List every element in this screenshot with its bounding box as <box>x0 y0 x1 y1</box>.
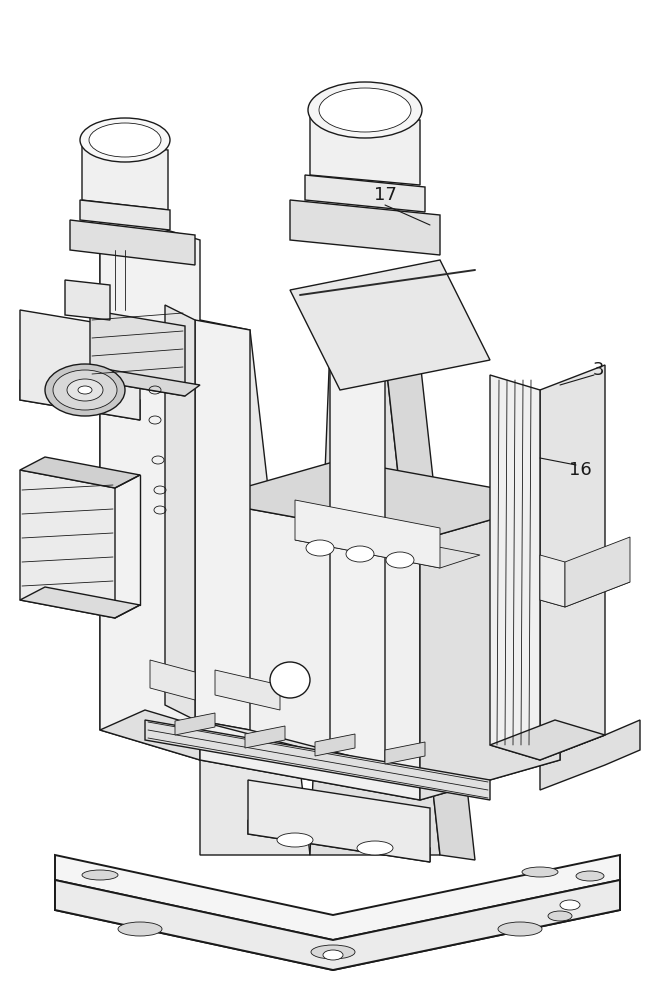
Polygon shape <box>90 369 200 396</box>
Polygon shape <box>55 855 620 940</box>
Polygon shape <box>245 726 285 748</box>
Ellipse shape <box>498 922 542 936</box>
Polygon shape <box>248 780 430 862</box>
Polygon shape <box>200 740 560 800</box>
Polygon shape <box>385 355 475 860</box>
Ellipse shape <box>522 867 558 877</box>
Polygon shape <box>215 670 280 710</box>
Polygon shape <box>165 305 195 720</box>
Ellipse shape <box>386 552 414 568</box>
Polygon shape <box>100 710 245 760</box>
Polygon shape <box>70 220 195 265</box>
Polygon shape <box>490 720 605 760</box>
Polygon shape <box>200 320 310 855</box>
Ellipse shape <box>89 123 161 157</box>
Polygon shape <box>290 200 440 255</box>
Polygon shape <box>490 375 540 760</box>
Polygon shape <box>65 280 110 320</box>
Polygon shape <box>175 713 215 735</box>
Ellipse shape <box>323 950 343 960</box>
Polygon shape <box>20 310 140 420</box>
Polygon shape <box>305 175 425 212</box>
Text: 17: 17 <box>374 186 396 204</box>
Ellipse shape <box>560 900 580 910</box>
Polygon shape <box>420 500 560 800</box>
Polygon shape <box>90 310 185 396</box>
Ellipse shape <box>80 118 170 162</box>
Polygon shape <box>565 537 630 607</box>
Ellipse shape <box>308 82 422 138</box>
Ellipse shape <box>357 841 393 855</box>
Polygon shape <box>310 110 420 185</box>
Text: 3: 3 <box>592 361 604 379</box>
Polygon shape <box>295 500 440 568</box>
Ellipse shape <box>576 871 604 881</box>
Polygon shape <box>55 880 620 970</box>
Polygon shape <box>150 660 195 700</box>
Polygon shape <box>540 365 605 760</box>
Polygon shape <box>385 742 425 764</box>
Polygon shape <box>290 260 490 390</box>
Ellipse shape <box>346 546 374 562</box>
Ellipse shape <box>78 386 92 394</box>
Polygon shape <box>20 587 140 618</box>
Polygon shape <box>195 720 385 765</box>
Ellipse shape <box>53 370 117 410</box>
Ellipse shape <box>277 833 313 847</box>
Ellipse shape <box>270 662 310 698</box>
Ellipse shape <box>45 364 125 416</box>
Ellipse shape <box>118 922 162 936</box>
Polygon shape <box>540 720 640 790</box>
Polygon shape <box>145 720 490 800</box>
Ellipse shape <box>306 540 334 556</box>
Polygon shape <box>310 345 440 855</box>
Polygon shape <box>20 457 140 488</box>
Polygon shape <box>248 820 430 862</box>
Polygon shape <box>100 195 145 730</box>
Ellipse shape <box>311 945 355 959</box>
Polygon shape <box>20 380 140 420</box>
Ellipse shape <box>82 870 118 880</box>
Polygon shape <box>295 527 480 568</box>
Polygon shape <box>540 555 565 607</box>
Polygon shape <box>80 200 170 230</box>
Polygon shape <box>100 210 200 760</box>
Polygon shape <box>540 575 630 607</box>
Polygon shape <box>200 500 420 800</box>
Polygon shape <box>195 320 250 730</box>
Polygon shape <box>200 460 560 540</box>
Polygon shape <box>20 470 115 618</box>
Ellipse shape <box>319 88 411 132</box>
Polygon shape <box>82 140 168 210</box>
Polygon shape <box>315 734 355 756</box>
Ellipse shape <box>548 911 572 921</box>
Text: 16: 16 <box>569 461 591 479</box>
Polygon shape <box>330 345 385 765</box>
Ellipse shape <box>67 379 103 401</box>
